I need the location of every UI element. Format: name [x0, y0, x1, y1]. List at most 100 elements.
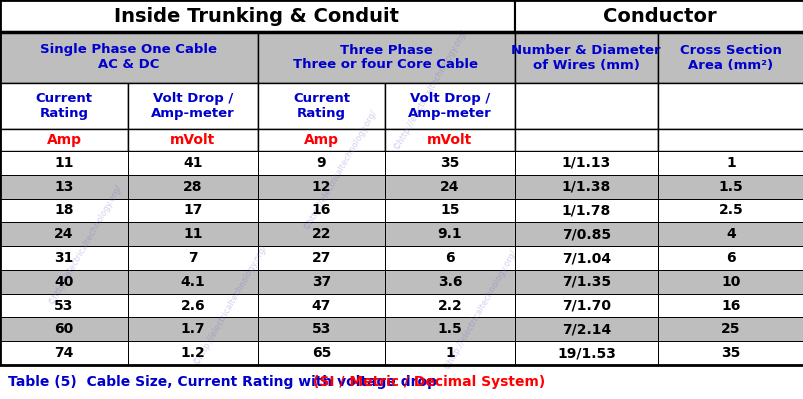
- Bar: [0, 270, 128, 294]
- Text: 60: 60: [55, 322, 74, 336]
- Text: Conductor: Conductor: [602, 6, 716, 26]
- Text: Current
Rating: Current Rating: [292, 92, 349, 120]
- Bar: [0, 199, 128, 222]
- Text: 16: 16: [720, 298, 740, 312]
- Text: 37: 37: [312, 275, 331, 289]
- Bar: [258, 32, 515, 83]
- Text: ©http://electricaltechnology.org/: ©http://electricaltechnology.org/: [47, 182, 123, 306]
- Text: Amp: Amp: [304, 133, 339, 147]
- Bar: [515, 129, 657, 151]
- Bar: [258, 222, 385, 246]
- Text: Single Phase One Cable
AC & DC: Single Phase One Cable AC & DC: [40, 43, 218, 71]
- Text: 3.6: 3.6: [437, 275, 462, 289]
- Bar: [657, 32, 803, 83]
- Bar: [258, 175, 385, 199]
- Bar: [515, 246, 657, 270]
- Bar: [657, 222, 803, 246]
- Text: 53: 53: [312, 322, 331, 336]
- Text: 7: 7: [188, 251, 198, 265]
- Bar: [385, 83, 515, 129]
- Bar: [0, 0, 515, 32]
- Text: 7/1.70: 7/1.70: [561, 298, 610, 312]
- Text: 12: 12: [312, 180, 331, 194]
- Text: Cross Section
Area (mm²): Cross Section Area (mm²): [679, 43, 781, 71]
- Bar: [258, 151, 385, 175]
- Text: 47: 47: [312, 298, 331, 312]
- Bar: [0, 151, 128, 175]
- Bar: [385, 175, 515, 199]
- Bar: [385, 246, 515, 270]
- Bar: [128, 341, 258, 365]
- Text: 4.1: 4.1: [181, 275, 205, 289]
- Text: 1.5: 1.5: [437, 322, 462, 336]
- Bar: [258, 199, 385, 222]
- Bar: [515, 151, 657, 175]
- Bar: [515, 175, 657, 199]
- Bar: [515, 294, 657, 318]
- Bar: [385, 294, 515, 318]
- Text: 1: 1: [725, 156, 735, 170]
- Bar: [128, 246, 258, 270]
- Bar: [515, 318, 657, 341]
- Text: 7/2.14: 7/2.14: [561, 322, 610, 336]
- Bar: [657, 294, 803, 318]
- Text: 9: 9: [316, 156, 326, 170]
- Text: 7/1.04: 7/1.04: [561, 251, 610, 265]
- Bar: [657, 341, 803, 365]
- Bar: [258, 246, 385, 270]
- Text: 24: 24: [54, 227, 74, 241]
- Bar: [0, 294, 128, 318]
- Bar: [128, 318, 258, 341]
- Text: 15: 15: [440, 203, 459, 217]
- Text: Volt Drop /
Amp-meter: Volt Drop / Amp-meter: [151, 92, 234, 120]
- Bar: [515, 0, 803, 32]
- Bar: [0, 246, 128, 270]
- Text: 1.7: 1.7: [181, 322, 205, 336]
- Bar: [128, 151, 258, 175]
- Bar: [128, 83, 258, 129]
- Text: mVolt: mVolt: [427, 133, 472, 147]
- Text: 1/1.38: 1/1.38: [561, 180, 610, 194]
- Bar: [0, 175, 128, 199]
- Text: Table (5)  Cable Size, Current Rating with voltage drop: Table (5) Cable Size, Current Rating wit…: [8, 375, 442, 389]
- Text: 4: 4: [725, 227, 735, 241]
- Bar: [657, 83, 803, 129]
- Bar: [657, 129, 803, 151]
- Text: 7/1.35: 7/1.35: [561, 275, 610, 289]
- Text: 1.5: 1.5: [718, 180, 743, 194]
- Bar: [657, 318, 803, 341]
- Bar: [0, 341, 128, 365]
- Text: Three Phase
Three or four Core Cable: Three Phase Three or four Core Cable: [293, 43, 478, 71]
- Text: 35: 35: [440, 156, 459, 170]
- Text: 40: 40: [55, 275, 74, 289]
- Text: 1/1.13: 1/1.13: [561, 156, 610, 170]
- Text: ©http://electricaltechnology.org/: ©http://electricaltechnology.org/: [391, 27, 468, 151]
- Text: 9.1: 9.1: [437, 227, 462, 241]
- Text: ©http://electricaltechnology.org/: ©http://electricaltechnology.org/: [191, 242, 268, 366]
- Text: 27: 27: [312, 251, 331, 265]
- Bar: [385, 341, 515, 365]
- Text: 24: 24: [440, 180, 459, 194]
- Bar: [258, 270, 385, 294]
- Text: 41: 41: [183, 156, 202, 170]
- Text: 1: 1: [445, 346, 454, 360]
- Bar: [385, 199, 515, 222]
- Text: 28: 28: [183, 180, 202, 194]
- Text: 2.5: 2.5: [718, 203, 743, 217]
- Bar: [0, 32, 258, 83]
- Text: Amp: Amp: [47, 133, 81, 147]
- Text: 6: 6: [445, 251, 454, 265]
- Text: Number & Diameter
of Wires (mm): Number & Diameter of Wires (mm): [511, 43, 660, 71]
- Text: 13: 13: [55, 180, 74, 194]
- Text: 7/0.85: 7/0.85: [561, 227, 610, 241]
- Bar: [0, 365, 803, 399]
- Text: ©http://electricaltechnology.org/: ©http://electricaltechnology.org/: [441, 247, 518, 371]
- Text: 11: 11: [54, 156, 74, 170]
- Text: 19/1.53: 19/1.53: [556, 346, 615, 360]
- Bar: [0, 222, 128, 246]
- Bar: [258, 129, 385, 151]
- Text: Inside Trunking & Conduit: Inside Trunking & Conduit: [114, 6, 399, 26]
- Text: 6: 6: [725, 251, 735, 265]
- Bar: [515, 222, 657, 246]
- Bar: [657, 151, 803, 175]
